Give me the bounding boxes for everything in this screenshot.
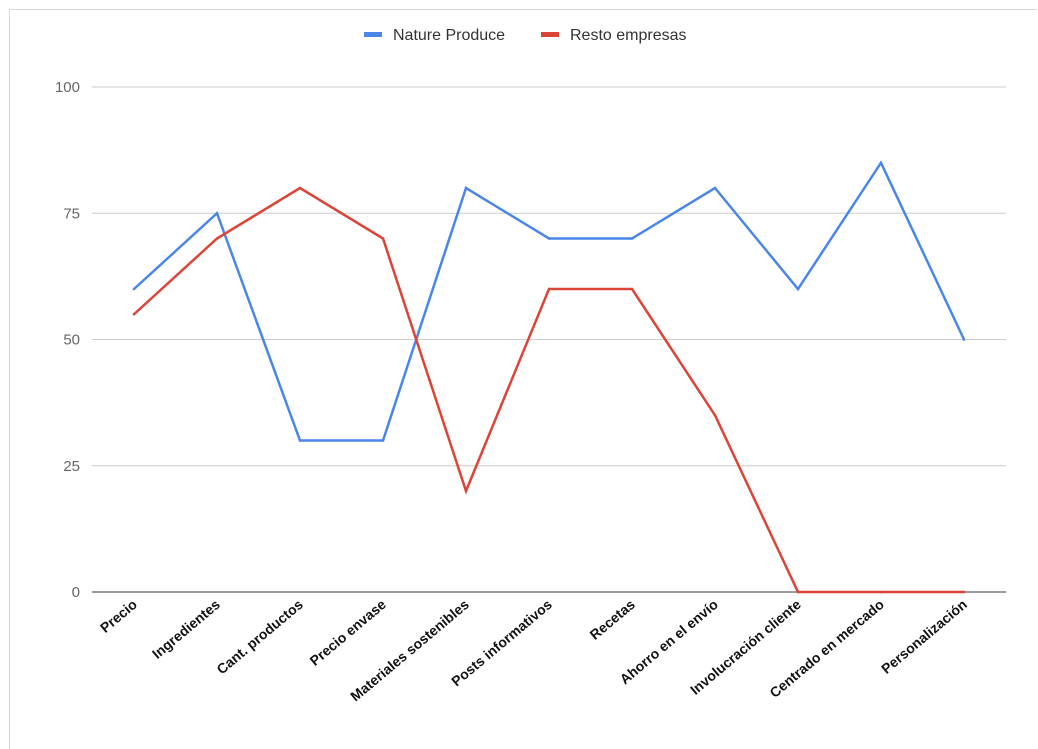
data-point (215, 237, 219, 240)
data-point (215, 211, 219, 215)
legend: Nature Produce Resto empresas (364, 27, 687, 44)
data-point (298, 439, 302, 442)
data-point (464, 489, 468, 493)
data-point (879, 161, 883, 165)
y-tick-label: 50 (63, 332, 80, 349)
series-lines (132, 160, 966, 594)
data-point (713, 413, 717, 417)
data-point (630, 237, 634, 240)
y-tick-label: 0 (72, 584, 80, 601)
y-tick-label: 25 (63, 458, 80, 475)
y-tick-label: 100 (55, 79, 80, 96)
data-point (796, 590, 800, 594)
data-point (132, 312, 136, 316)
data-point (547, 237, 551, 240)
legend-swatch (364, 32, 382, 37)
chart-frame (9, 9, 1037, 749)
legend-label: Nature Produce (393, 27, 505, 44)
data-point (132, 287, 136, 291)
data-point (630, 287, 634, 291)
series-line-nature-produce (133, 160, 966, 442)
data-point (796, 287, 800, 291)
data-point (381, 439, 385, 442)
series-line-resto-empresas (133, 186, 964, 594)
x-tick-label: Personalización (878, 596, 970, 677)
x-tick-label: Precio (97, 596, 140, 636)
data-point (464, 186, 468, 190)
data-point (713, 186, 717, 190)
y-tick-label: 75 (63, 205, 80, 222)
x-tick-label: Ingredientes (149, 596, 223, 662)
data-point (547, 287, 551, 291)
data-point (879, 590, 883, 594)
grid-lines (92, 86, 1006, 593)
y-axis-ticks: 0 25 50 75 100 (55, 79, 80, 601)
x-tick-label: Precio envase (307, 596, 390, 669)
data-point (381, 237, 385, 240)
data-point (962, 590, 966, 594)
legend-swatch (541, 32, 559, 37)
x-tick-label: Cant. productos (213, 596, 306, 677)
x-tick-label: Recetas (587, 596, 639, 643)
data-point (962, 338, 966, 341)
legend-label: Resto empresas (570, 27, 687, 44)
data-point (298, 186, 302, 190)
